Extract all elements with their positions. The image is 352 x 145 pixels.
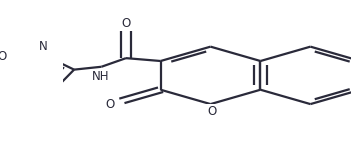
Text: N: N: [39, 40, 47, 53]
Text: NH: NH: [92, 70, 110, 83]
Text: O: O: [121, 17, 131, 30]
Text: O: O: [207, 105, 216, 118]
Text: O: O: [105, 98, 114, 111]
Text: O: O: [0, 50, 7, 63]
